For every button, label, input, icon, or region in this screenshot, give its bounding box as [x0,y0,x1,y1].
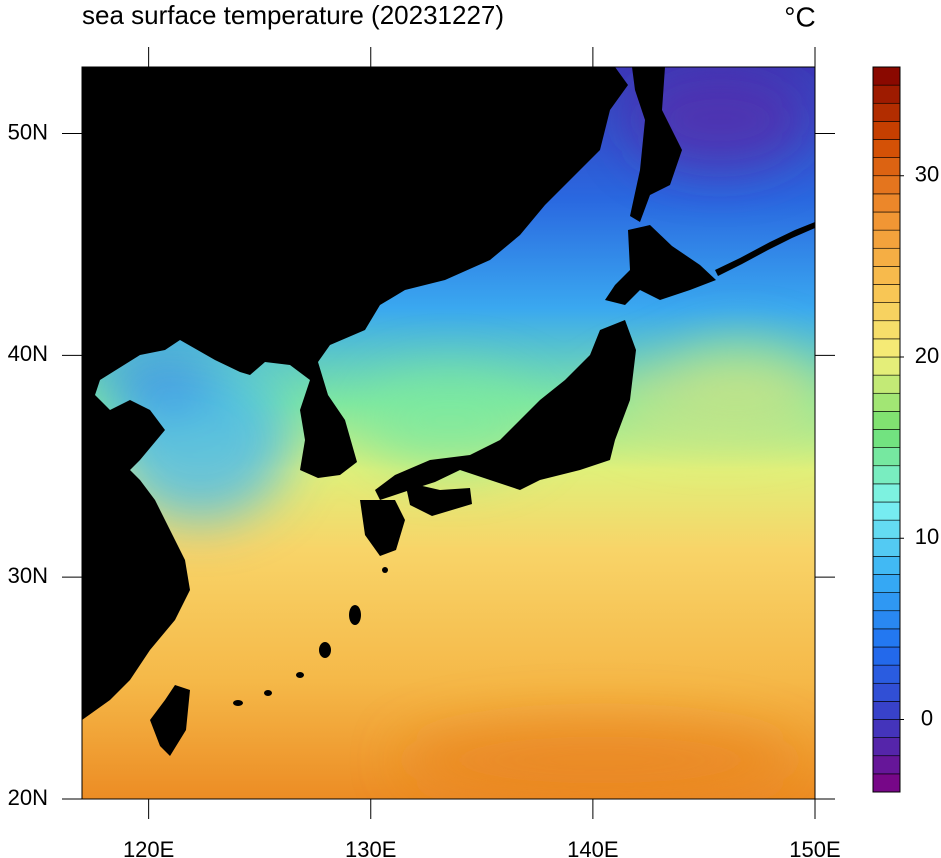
asia-mainland [82,67,628,720]
x-tick-label: 130E [345,837,396,858]
colorbar-box [872,610,901,630]
colorbar-box [872,320,901,340]
x-tick-label: 150E [789,837,840,858]
colorbar-box [872,701,901,720]
colorbar-box [872,284,901,303]
map-area [82,67,815,799]
colorbar-box [872,356,901,376]
colorbar-box [872,537,901,557]
colorbar-box [872,755,901,775]
colorbar-box [872,519,901,539]
kuril-islands [715,222,815,276]
colorbar-box [872,193,901,213]
colorbar-tick-label: 30 [915,162,939,187]
colorbar-box [872,392,901,412]
colorbar-box [872,266,901,285]
sst-features [100,70,815,799]
colorbar-tick-label: 10 [915,524,939,549]
colorbar-box [872,66,901,86]
y-tick-label: 20N [8,785,48,810]
colorbar-box [872,628,901,648]
colorbar-box [872,465,901,485]
y-tick-label: 40N [8,341,48,366]
y-tick-label: 50N [8,119,48,144]
colorbar-box [872,501,901,521]
colorbar-tick-label: 20 [915,343,939,368]
colorbar-box [872,574,901,593]
colorbar-box [872,139,901,158]
map-title: sea surface temperature (20231227) [82,0,504,30]
sakhalin [630,67,682,222]
hokkaido [605,225,716,305]
colorbar-box [872,302,901,322]
honshu [375,320,636,500]
colorbar-box [872,229,901,249]
colorbar-box [872,737,901,757]
x-tick-label: 120E [123,837,174,858]
colorbar-box [872,556,901,575]
colorbar-box [872,211,901,231]
colorbar-box [872,247,901,267]
colorbar-box [872,102,901,122]
colorbar-box [872,121,901,140]
colorbar-box [872,447,901,467]
colorbar-box [872,157,901,177]
units-label: °C [784,1,815,32]
colorbar-frame [872,66,901,793]
colorbar-box [872,429,901,448]
shikoku [405,482,472,516]
map-frame [81,66,816,800]
colorbar-box [872,592,901,612]
colorbar-box [872,646,901,666]
colorbar-tick-label: 0 [921,705,933,730]
colorbar-box [872,374,901,394]
colorbar-box [872,664,901,684]
colorbar-box [872,411,901,430]
ryukyu-islands [233,567,388,706]
x-tick-label: 140E [567,837,618,858]
colorbar-box [872,483,901,503]
kyushu [360,500,405,556]
colorbar-box [872,338,901,358]
taiwan [150,685,190,756]
colorbar-box [872,175,901,195]
y-tick-label: 30N [8,563,48,588]
colorbar-box [872,773,901,793]
colorbar-box [872,84,901,104]
colorbar-box [872,682,901,702]
colorbar-box [872,719,901,738]
